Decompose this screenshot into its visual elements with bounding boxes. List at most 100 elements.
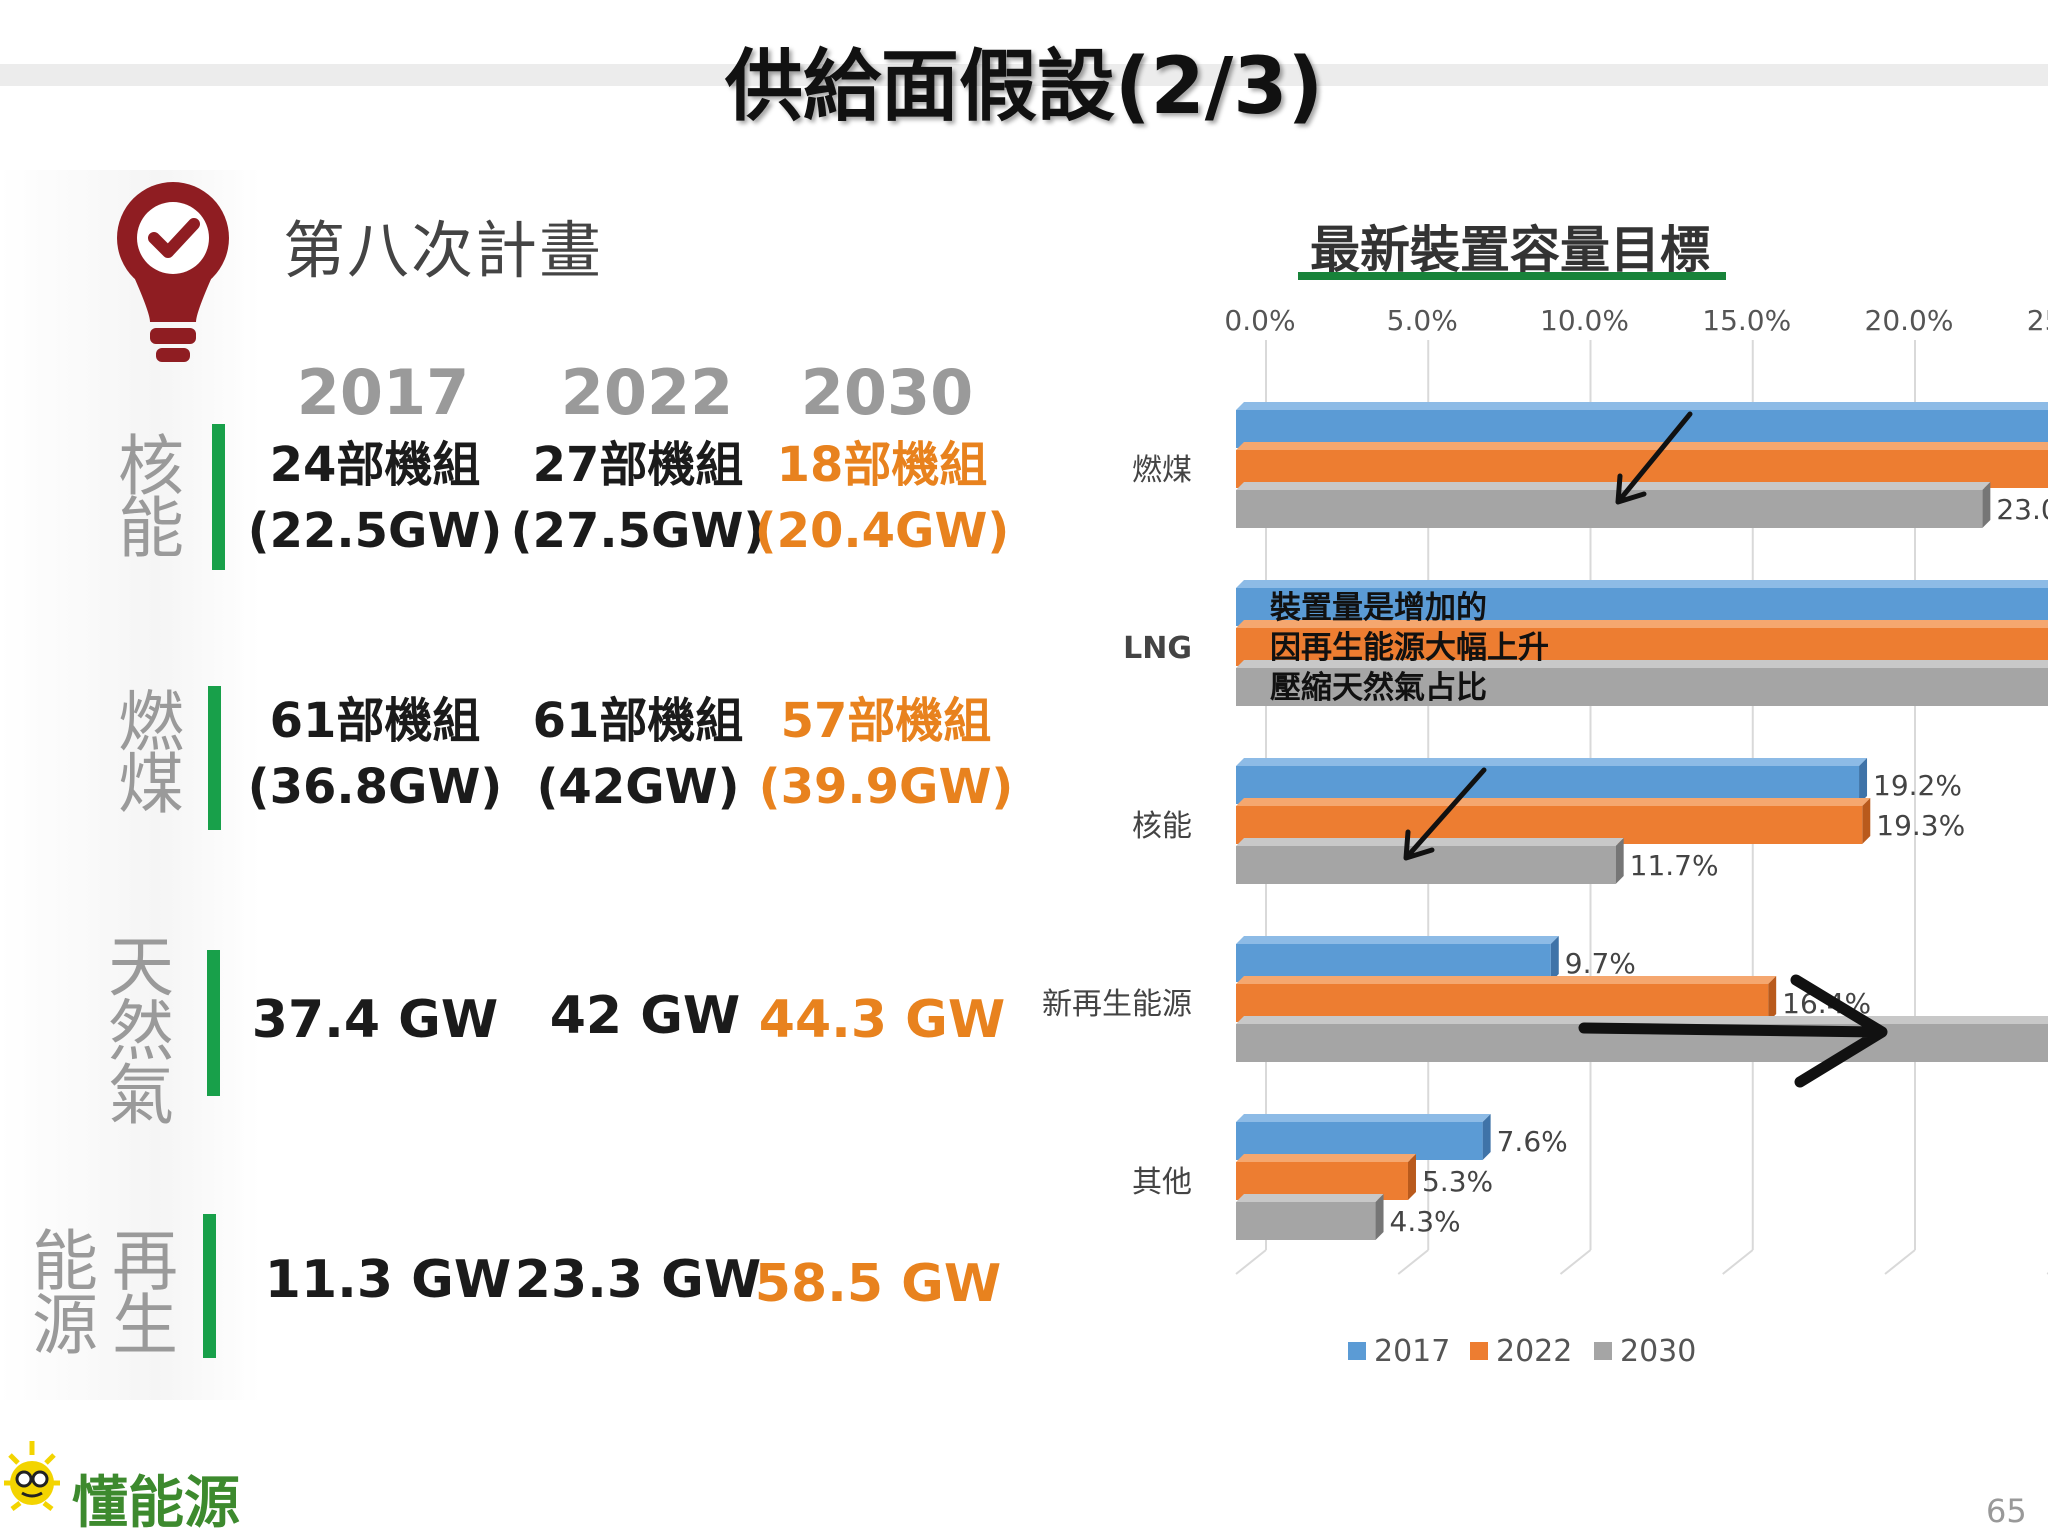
gridline-floor xyxy=(1559,1249,1592,1275)
x-tick-label: 0.0% xyxy=(1224,304,1295,337)
bar-top-face xyxy=(1236,620,2048,628)
chart-title: 最新裝置容量目標 xyxy=(1310,221,1710,279)
nuclear-2017-units: 24部機組 xyxy=(269,437,481,493)
bar-side-face xyxy=(1407,1154,1416,1200)
coal-2017: 61部機組 (36.8GW) xyxy=(245,688,505,820)
bar-side-face xyxy=(1375,1194,1384,1240)
data-label: 16.4% xyxy=(1782,987,1871,1020)
logo-sun-icon xyxy=(4,1441,60,1511)
nuclear-2017-capacity: (22.5GW) xyxy=(247,503,503,559)
bar-top-face xyxy=(1236,1194,1384,1202)
bar-2017 xyxy=(1236,410,2048,448)
lightbulb-check-icon xyxy=(117,182,229,362)
bar-2017 xyxy=(1236,766,1860,804)
bar-side-face xyxy=(1862,798,1871,844)
bar-2022 xyxy=(1236,1162,1408,1200)
bar-top-face xyxy=(1236,580,2048,588)
legend-swatch xyxy=(1348,1342,1366,1360)
year-header-2017: 2017 xyxy=(296,356,470,429)
nuclear-2030: 18部機組 (20.4GW) xyxy=(752,432,1012,564)
coal-2022-units: 61部機組 xyxy=(532,693,744,749)
nuclear-2030-units: 18部機組 xyxy=(776,437,988,493)
renewable-2030: 58.5 GW xyxy=(754,1254,1002,1314)
renewable-2022: 23.3 GW xyxy=(514,1250,762,1310)
category-renewable-col-right: 再生 xyxy=(112,1223,178,1364)
x-tick-label: 15.0% xyxy=(1702,304,1791,337)
bar-top-face xyxy=(1236,1154,1416,1162)
category-label: 燃煤 xyxy=(1132,453,1192,488)
data-label: 19.2% xyxy=(1873,769,1962,802)
x-tick-label: 20.0% xyxy=(1865,304,1954,337)
bar-top-face xyxy=(1236,936,1559,944)
bar-top-face xyxy=(1236,758,1868,766)
bar-top-face xyxy=(1236,660,2048,668)
title-band xyxy=(0,64,2048,86)
category-divider xyxy=(208,686,221,830)
category-renewable-col-left: 能源 xyxy=(32,1223,98,1364)
coal-2030-units: 57部機組 xyxy=(780,693,992,749)
gas-2022: 42 GW xyxy=(549,986,741,1046)
bar-top-face xyxy=(1236,442,2048,450)
category-label: 核能 xyxy=(1132,809,1192,844)
bar-top-face xyxy=(1236,976,1777,984)
x-tick-label: 25.0% xyxy=(2027,304,2048,337)
bar-2030 xyxy=(1236,1202,1376,1240)
bar-side-face xyxy=(1550,936,1559,982)
data-label: 23.0% xyxy=(1996,493,2048,526)
category-nuclear: 核能 xyxy=(118,428,184,567)
bar-2022 xyxy=(1236,628,2048,666)
coal-2030-capacity: (39.9GW) xyxy=(758,759,1014,815)
legend-label: 2030 xyxy=(1620,1334,1696,1369)
category-natural-gas: 天然氣 xyxy=(108,929,174,1134)
bar-side-face xyxy=(1615,838,1624,884)
legend-swatch xyxy=(1470,1342,1488,1360)
year-header-2022: 2022 xyxy=(560,356,734,429)
down-arrow-annotation xyxy=(1615,411,1693,505)
coal-2017-units: 61部機組 xyxy=(269,693,481,749)
annotation-text: 壓縮天然氣占比 xyxy=(1270,670,1487,706)
bar-2030 xyxy=(1236,490,1983,528)
gridline-floor xyxy=(1722,1249,1754,1275)
nuclear-2022-capacity: (27.5GW) xyxy=(510,503,766,559)
category-label: 其他 xyxy=(1132,1165,1192,1200)
bar-side-face xyxy=(1482,1114,1491,1160)
renewable-2017: 11.3 GW xyxy=(264,1250,512,1310)
bar-2030 xyxy=(1236,846,1616,884)
coal-2022-capacity: (42GW) xyxy=(536,759,740,815)
year-header-2030: 2030 xyxy=(800,356,974,429)
data-label: 7.6% xyxy=(1497,1125,1568,1158)
bar-2030 xyxy=(1236,668,2048,706)
logo-text: 懂能源 xyxy=(72,1471,240,1536)
annotation-text: 因再生能源大幅上升 xyxy=(1270,630,1549,666)
annotation-text: 裝置量是增加的 xyxy=(1270,590,1487,626)
nuclear-2022-units: 27部機組 xyxy=(532,437,744,493)
coal-2022: 61部機組 (42GW) xyxy=(508,688,768,820)
category-divider xyxy=(212,424,225,570)
bar-2022 xyxy=(1236,984,1769,1022)
data-label: 4.3% xyxy=(1390,1205,1461,1238)
bar-top-face xyxy=(1236,1016,2048,1024)
category-coal: 燃煤 xyxy=(118,684,184,823)
bar-top-face xyxy=(1236,798,1871,806)
category-label: 新再生能源 xyxy=(1042,987,1192,1022)
data-label: 11.7% xyxy=(1630,849,1719,882)
nuclear-2030-capacity: (20.4GW) xyxy=(754,503,1010,559)
category-divider xyxy=(207,950,220,1096)
plan-title: 第八次計畫 xyxy=(283,214,604,287)
bar-2030 xyxy=(1236,1024,2048,1062)
legend-label: 2017 xyxy=(1374,1334,1450,1369)
bar-2022 xyxy=(1236,450,2048,488)
legend-label: 2022 xyxy=(1496,1334,1572,1369)
bar-side-face xyxy=(1768,976,1777,1022)
nuclear-2022: 27部機組 (27.5GW) xyxy=(508,432,768,564)
bar-top-face xyxy=(1236,1114,1491,1122)
data-label: 19.3% xyxy=(1876,809,1965,842)
gas-2030: 44.3 GW xyxy=(758,990,1006,1050)
coal-2030: 57部機組 (39.9GW) xyxy=(756,688,1016,820)
bar-top-face xyxy=(1236,838,1624,846)
nuclear-2017: 24部機組 (22.5GW) xyxy=(245,432,505,564)
down-arrow-annotation xyxy=(1403,767,1487,861)
bar-2017 xyxy=(1236,588,2048,626)
bar-2017 xyxy=(1236,944,1551,982)
gridline-floor xyxy=(1397,1249,1429,1275)
